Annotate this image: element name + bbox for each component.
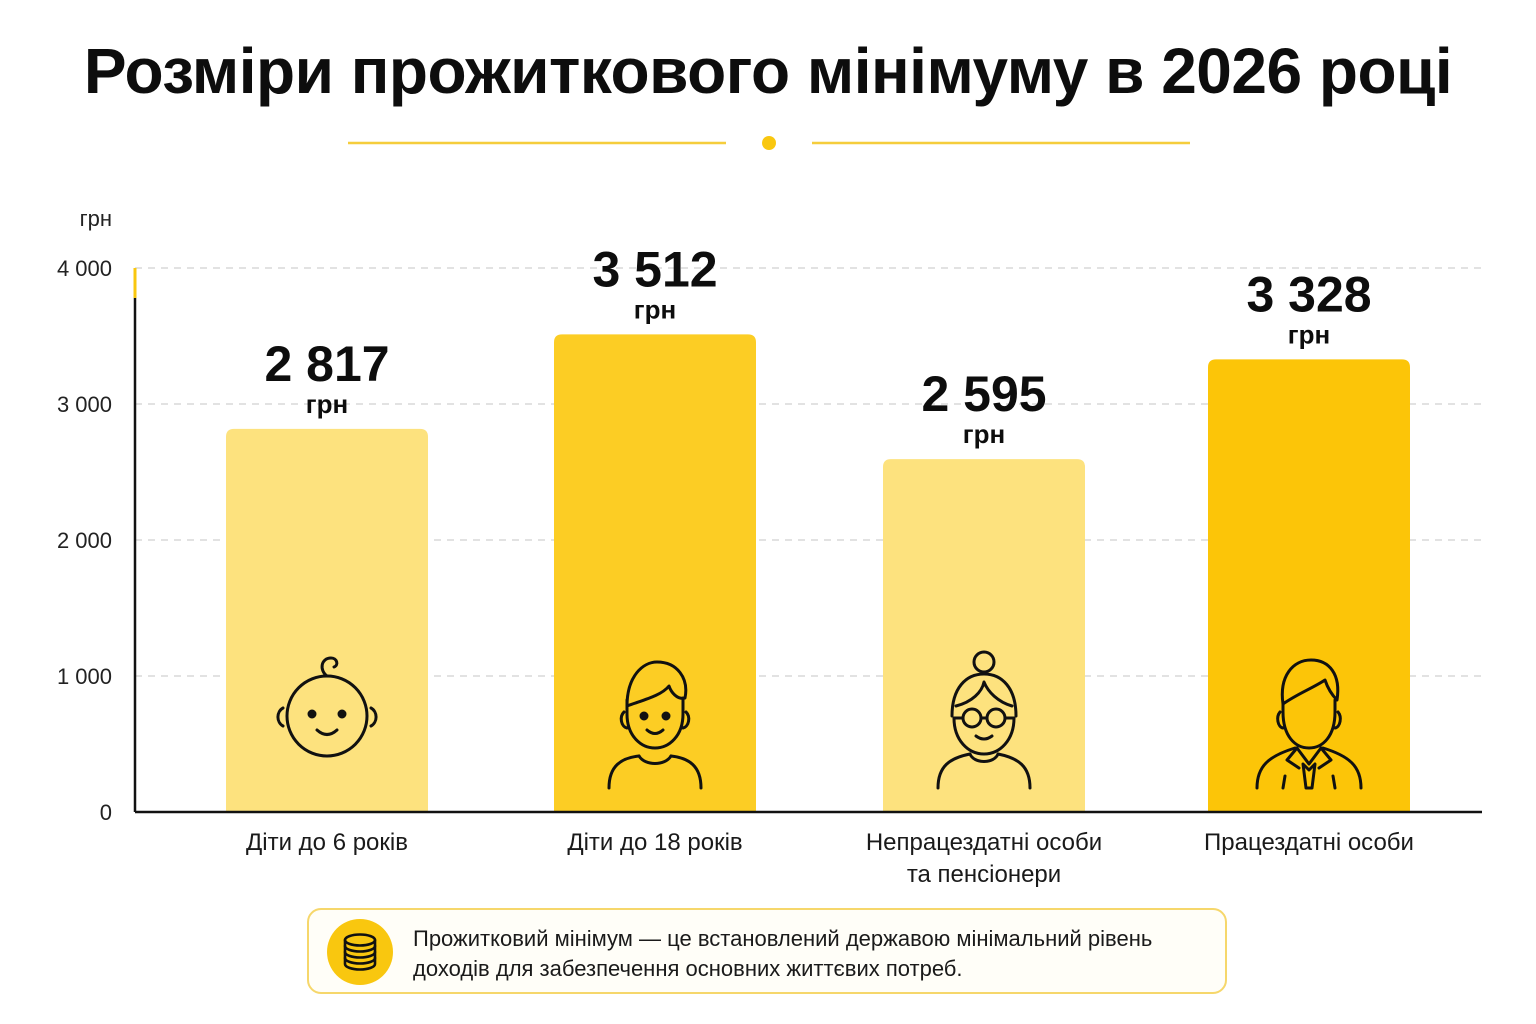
x-category-label: Діти до 18 років: [567, 829, 742, 856]
page-title: Розміри прожиткового мінімуму в 2026 роц…: [83, 35, 1453, 107]
axis-layer: [133, 268, 1482, 814]
bar: [1208, 359, 1410, 812]
businessman-icon: [1255, 658, 1363, 790]
bars-layer: [226, 334, 1410, 812]
divider-dot: [762, 136, 776, 150]
bar-value-unit: грн: [1288, 319, 1330, 349]
y-tick-label: 4 000: [57, 256, 112, 281]
definition-line: доходів для забезпечення основних життєв…: [413, 956, 963, 981]
coins-stack-icon: [327, 919, 393, 985]
x-category-label: Діти до 6 років: [246, 829, 408, 856]
baby-icon: [276, 656, 378, 758]
x-category-label: та пенсіонери: [907, 861, 1061, 888]
title-divider: [348, 136, 1190, 150]
bar-value-label: 2 817: [264, 336, 389, 392]
grandmother-icon: [936, 650, 1032, 790]
definition-note: Прожитковий мінімум — це встановлений де…: [307, 908, 1227, 994]
boy-icon: [607, 660, 703, 790]
y-tick-label: 3 000: [57, 392, 112, 417]
bar-value-label: 3 328: [1246, 266, 1371, 322]
y-tick-label: 2 000: [57, 528, 112, 553]
y-tick-label: 1 000: [57, 664, 112, 689]
bar-value-label: 2 595: [921, 366, 1046, 422]
bar-value-unit: грн: [963, 419, 1005, 449]
x-category-label: Працездатні особи: [1204, 829, 1414, 856]
bar: [883, 459, 1085, 812]
y-axis-unit: грн: [80, 206, 112, 231]
bar-value-label: 3 512: [592, 241, 717, 297]
definition-text: Прожитковий мінімум — це встановлений де…: [413, 924, 1213, 984]
definition-line: Прожитковий мінімум — це встановлений де…: [413, 926, 1153, 951]
x-category-label: Непрацездатні особи: [866, 829, 1102, 856]
bar: [554, 334, 756, 812]
bar-value-unit: грн: [634, 294, 676, 324]
bar-value-unit: грн: [306, 389, 348, 419]
y-tick-label: 0: [100, 800, 112, 825]
